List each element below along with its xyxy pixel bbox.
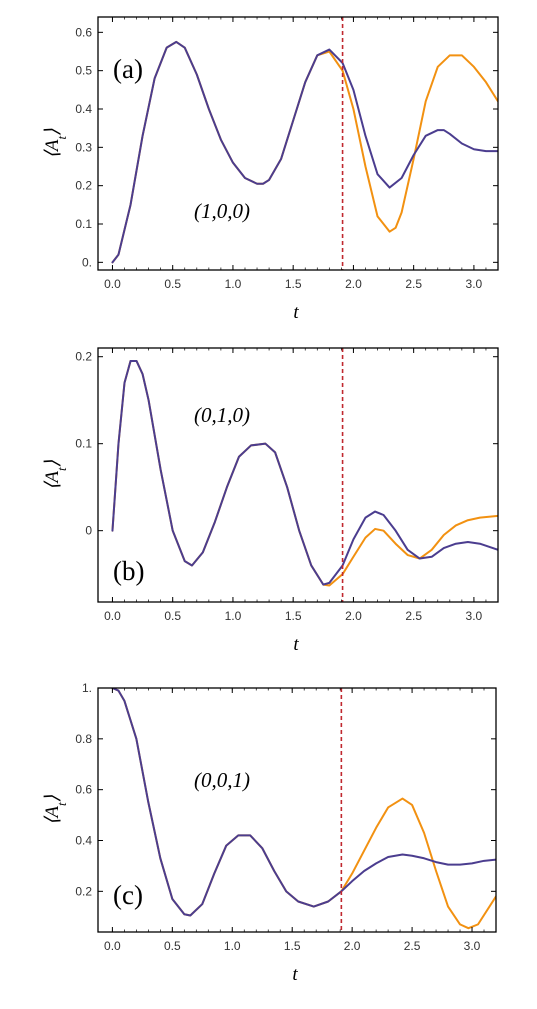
panel-label: (c) <box>113 880 143 910</box>
x-tick-label: 0.5 <box>164 277 181 291</box>
chart-panel-2: 0.0 0.5 1.0 1.5 2.0 2.5 3.0 0 0.1 0.2 t ⟨At⟩ (b) (0,1… <box>42 347 499 655</box>
y-tick-label: 0.8 <box>75 732 92 746</box>
y-tick-label: 0.4 <box>75 834 92 848</box>
y-tick-label: 0.3 <box>75 140 92 154</box>
y-axis-title: ⟨At⟩ <box>42 794 69 825</box>
x-axis-title: t <box>293 634 299 655</box>
x-tick-label: 3.0 <box>464 939 481 953</box>
y-tick-label: 0.4 <box>75 102 92 116</box>
chart-panel-1: 0.0 0.5 1.0 1.5 2.0 2.5 3.0 0. 0.1 0.2 0.3 0.4 0.5 0.… <box>42 16 499 323</box>
x-tick-label: 0.0 <box>104 277 121 291</box>
x-tick-label: 1.5 <box>284 939 301 953</box>
x-tick-label: 0.0 <box>104 609 121 623</box>
panel-label: (b) <box>113 556 144 586</box>
plot-frame <box>97 347 499 603</box>
panel-label: (a) <box>113 54 143 84</box>
x-tick-label: 0.0 <box>104 939 121 953</box>
x-tick-label: 1.0 <box>225 277 242 291</box>
x-tick-label: 3.0 <box>466 277 483 291</box>
x-tick-label: 2.0 <box>345 277 362 291</box>
panel-annotation: (0,1,0) <box>194 403 250 427</box>
y-tick-label: 0.6 <box>75 25 92 39</box>
y-tick-label: 0.2 <box>75 350 92 364</box>
panel-annotation: (1,0,0) <box>194 199 250 223</box>
x-tick-label: 1.0 <box>224 939 241 953</box>
y-tick-label: 0.2 <box>75 179 92 193</box>
y-axis-title: ⟨At⟩ <box>42 128 69 159</box>
x-tick-label: 1.0 <box>225 609 242 623</box>
y-tick-label: 0 <box>85 524 92 538</box>
series-line-purple <box>111 688 496 917</box>
series-line-purple <box>111 360 498 586</box>
x-tick-label: 1.5 <box>285 609 302 623</box>
x-tick-label: 2.5 <box>404 939 421 953</box>
series-line-orange <box>111 40 498 264</box>
x-tick-label: 3.0 <box>466 609 483 623</box>
y-tick-label: 1. <box>82 681 92 695</box>
y-tick-label: 0.2 <box>75 884 92 898</box>
x-tick-label: 2.5 <box>405 609 422 623</box>
y-tick-label: 0. <box>82 255 92 269</box>
plot-frame <box>97 16 499 271</box>
y-tick-label: 0.5 <box>75 64 92 78</box>
y-tick-label: 0.6 <box>75 783 92 797</box>
y-tick-label: 0.1 <box>75 437 92 451</box>
y-tick-label: 0.1 <box>75 217 92 231</box>
series-line-purple <box>111 40 498 264</box>
x-axis-title: t <box>292 964 298 985</box>
x-tick-label: 0.5 <box>164 609 181 623</box>
x-axis-title: t <box>293 302 299 323</box>
x-tick-label: 2.5 <box>405 277 422 291</box>
x-tick-label: 2.0 <box>345 609 362 623</box>
panel-annotation: (0,0,1) <box>194 768 250 792</box>
x-tick-label: 2.0 <box>344 939 361 953</box>
y-axis-title: ⟨At⟩ <box>42 459 69 490</box>
x-tick-label: 0.5 <box>164 939 181 953</box>
chart-panel-3: 0.0 0.5 1.0 1.5 2.0 2.5 3.0 0.2 0.4 0.6 0.8 1. t ⟨At⟩… <box>42 681 497 985</box>
plot-frame <box>97 687 497 933</box>
x-tick-label: 1.5 <box>285 277 302 291</box>
